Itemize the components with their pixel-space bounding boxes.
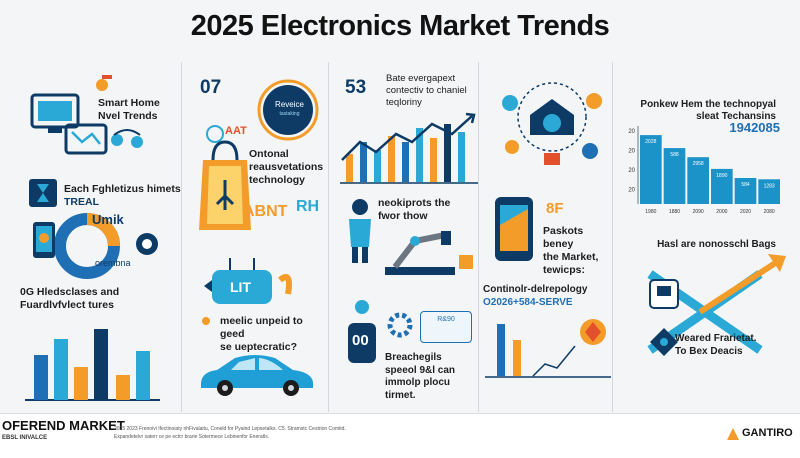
bar: [640, 135, 662, 204]
footer-fine-1: 2025 2023 Frenoivi Ifectinoiaty nhFivala…: [114, 426, 346, 432]
chart-title: Ponkew Hem the technopyal sleat Techansi…: [640, 99, 776, 122]
growth-chart-icon: [340, 112, 478, 184]
col3-text2: neokiprots the fwor thow: [378, 197, 451, 222]
brand-logo-icon: [727, 428, 739, 440]
market-bar-chart: 2020202020281980588188029582090189020005…: [628, 126, 780, 215]
footer-brand-right: GANTIRO: [742, 427, 793, 439]
bar: [734, 178, 757, 204]
col4-bar-graphic: [485, 319, 611, 378]
donut-label-top: Umik: [92, 212, 124, 227]
footer: OFEREND MARKET EBSL INIVALCE 2025 2023 F…: [0, 413, 800, 458]
column-divider: [612, 62, 613, 412]
footer-fine-2: Expandetelvr saterr ce pe ectcr brarie S…: [114, 434, 270, 440]
rh-label: RH: [296, 198, 320, 215]
ring-icon: [257, 79, 319, 141]
gear-icon: [348, 300, 413, 363]
network-icons: [502, 82, 602, 165]
shopping-bag-icon: [199, 125, 251, 230]
page-title: 2025 Electronics Market Trends: [190, 10, 610, 42]
col4-pct: 8F: [546, 200, 564, 217]
block2-line1: Each Fghletizus himets: [64, 183, 181, 195]
block3-text: 0G Hledsclases and Fuardlvfvlect tures: [20, 286, 120, 311]
robot-arm-icon: [385, 231, 473, 275]
bar-data-label: 1283: [764, 183, 775, 189]
abnt-label: ABNT: [243, 203, 288, 220]
col4-text3: O2026+584-SERVE: [483, 297, 573, 308]
smart-home-text: Smart Home Nvel Trends: [98, 97, 160, 122]
x-tick-label: 2020: [740, 209, 751, 215]
bar-data-label: 588: [670, 152, 679, 158]
x-tick-label: 1880: [669, 209, 680, 215]
y-tick-label: 20: [628, 168, 635, 174]
lit-label: LIT: [230, 279, 251, 295]
car-icon: [201, 355, 313, 396]
bar: [663, 148, 686, 204]
bar-data-label: 2958: [693, 161, 704, 167]
col2-text2: meelic unpeid to geed se ueptecratic?: [220, 315, 303, 353]
bar: [687, 157, 709, 204]
col4-text2: Continolr-delrepology: [483, 284, 588, 295]
footer-brand-left-sub: EBSL INIVALCE: [2, 435, 48, 441]
bar: [711, 168, 733, 204]
ring-text-1: Reveice: [275, 100, 304, 109]
smart-home-icon: [30, 75, 143, 155]
column-divider: [328, 62, 329, 412]
column-divider: [181, 62, 182, 412]
x-tick-label: 2000: [716, 209, 727, 215]
aat-label: AAT: [225, 125, 247, 137]
bar-data-label: 584: [741, 182, 750, 188]
donut-label-bottom: orembna: [95, 258, 131, 268]
y-tick-label: 20: [628, 129, 635, 135]
col3-text4: Breachegils speeol 9&l can immolp plocu …: [385, 352, 456, 401]
y-tick-label: 20: [628, 188, 635, 194]
bullet-dot: [202, 317, 210, 325]
gear-label: R&90: [420, 311, 472, 343]
lit-device-icon: [204, 258, 292, 304]
footer-brand-left: OFEREND MARKET: [2, 418, 125, 433]
badge-07: 07: [200, 77, 222, 98]
right-text3: Weared Frarietat. To Bex Deacis: [675, 333, 757, 357]
col2-text: Ontonal reausvetations technology: [249, 148, 324, 186]
smartphone-icon: [495, 197, 533, 261]
y-tick-label: 20: [628, 149, 635, 155]
x-tick-label: 2090: [693, 209, 704, 215]
big-year: 1942085: [729, 120, 780, 135]
col4-text: Paskots beney the Market, tewicps:: [543, 225, 599, 276]
bar-data-label: 2028: [645, 139, 656, 145]
col3-00: 00: [352, 332, 369, 349]
bar-data-label: 1890: [716, 173, 727, 179]
ring-text-2: tastaking: [279, 111, 300, 117]
bar: [758, 179, 780, 204]
x-tick-label: 1980: [645, 209, 656, 215]
badge-53: 53: [345, 77, 367, 98]
hourglass-icon: [29, 179, 57, 207]
right-text2: Hasl are nonosschl Bags: [657, 239, 776, 250]
col3-text: Bate evergapext contectiv to chaniel teq…: [386, 73, 467, 108]
arrows-graphic: [647, 254, 786, 356]
person-icon: [349, 199, 371, 263]
donut-icon: [33, 213, 158, 279]
left-bar-graphic: [25, 329, 160, 401]
x-tick-label: 2080: [764, 209, 775, 215]
column-divider: [478, 62, 479, 412]
block2-line2: TREAL: [64, 196, 99, 208]
